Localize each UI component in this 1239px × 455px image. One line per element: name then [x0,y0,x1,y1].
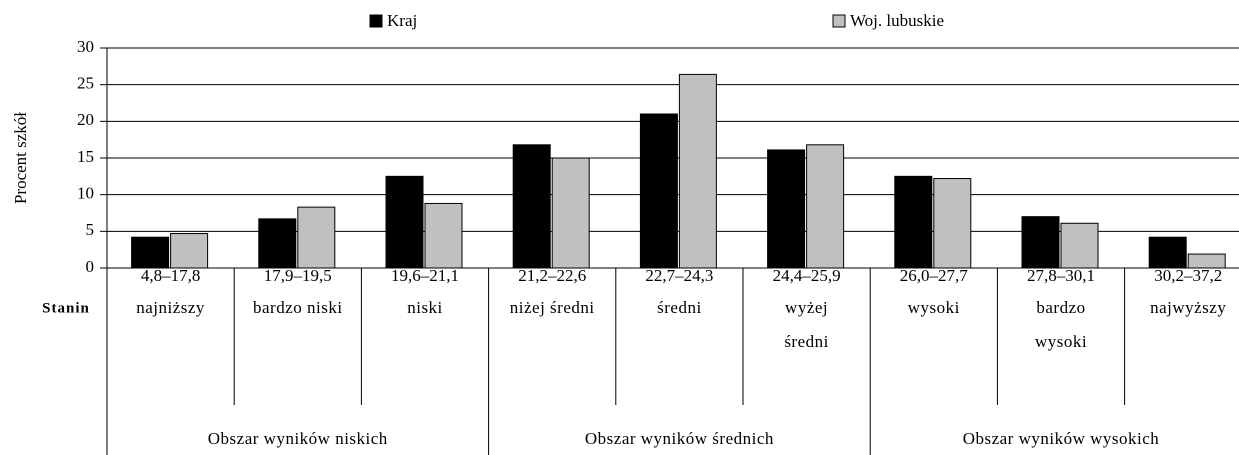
x-tick-label: 17,9–19,5 [264,266,332,285]
stanin-label: średni [657,298,702,317]
y-tick-label: 0 [86,257,95,276]
bar [933,178,972,269]
bar [297,206,336,269]
region-label: Obszar wyników średnich [585,429,774,448]
bar [170,233,209,269]
row-label: Stanin [42,300,90,316]
y-tick-label: 25 [77,74,94,93]
x-tick-label: 22,7–24,3 [645,266,713,285]
y-tick-label: 30 [77,37,94,56]
stanin-label: wysoki [908,298,960,317]
y-tick-label: 20 [77,110,94,129]
legend-label: Woj. lubuskie [850,11,944,30]
x-tick-label: 21,2–22,6 [518,266,586,285]
bar [258,218,297,269]
stanin-label: średni [784,332,829,351]
bar [894,175,933,269]
bar [1148,236,1187,269]
bar [1021,216,1060,269]
bar [424,202,463,269]
x-tick-label: 26,0–27,7 [900,266,969,285]
stanin-label: niski [407,298,443,317]
bar [131,236,170,269]
legend-swatch [369,14,383,28]
bar [1060,222,1099,269]
stanin-label: wysoki [1035,332,1087,351]
y-tick-label: 10 [77,184,94,203]
x-tick-label: 4,8–17,8 [141,266,201,285]
x-tick-label: 30,2–37,2 [1154,266,1222,285]
legend-swatch [832,14,846,28]
bar [1187,253,1226,269]
region-label: Obszar wyników wysokich [963,429,1160,448]
bar [512,144,551,269]
bar [639,113,678,269]
x-tick-label: 19,6–21,1 [391,266,459,285]
bar [678,73,717,269]
stanin-label: najwyższy [1150,298,1226,317]
y-axis-label: Procent szkół [11,112,30,204]
y-tick-label: 5 [86,220,95,239]
stanin-label: bardzo niski [253,298,343,317]
stanin-label: najniższy [136,298,205,317]
bar [806,144,845,269]
x-tick-label: 24,4–25,9 [773,266,841,285]
stanin-label: niżej średni [510,298,595,317]
bar [385,175,424,269]
bar [551,157,590,269]
region-label: Obszar wyników niskich [208,429,388,448]
y-tick-label: 15 [77,147,94,166]
legend-label: Kraj [387,11,417,30]
stanin-label: bardzo [1036,298,1085,317]
stanin-label: wyżej [785,298,828,317]
bar [767,149,806,269]
x-tick-label: 27,8–30,1 [1027,266,1095,285]
